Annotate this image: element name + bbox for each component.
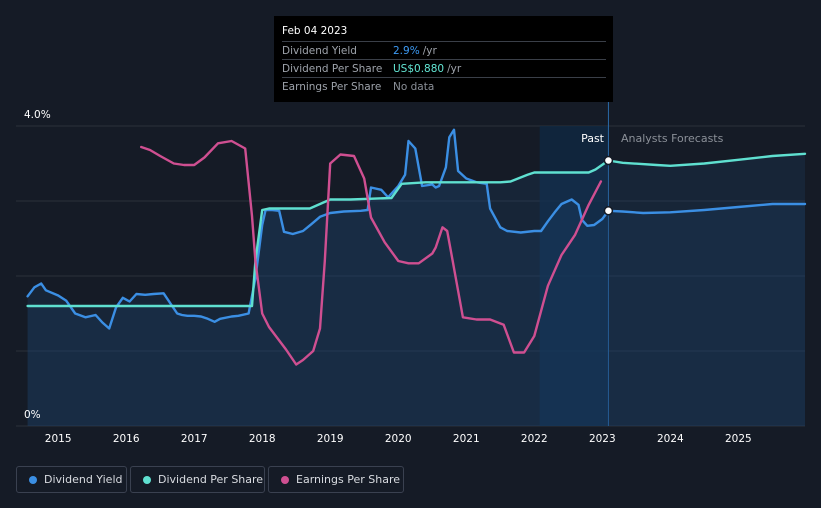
- tooltip-unit: /yr: [447, 63, 462, 75]
- legend-item-earnings-per-share[interactable]: Earnings Per Share: [268, 466, 404, 493]
- dividend-per-share-line: [26, 152, 807, 308]
- x-tick-label: 2025: [725, 433, 752, 445]
- tooltip-value: No data: [393, 81, 434, 93]
- past-label: Past: [581, 132, 605, 145]
- tooltip-row-earnings-per-share: Earnings Per Share No data: [282, 77, 606, 95]
- tooltip-label: Dividend Yield: [282, 45, 357, 57]
- x-tick-label: 2018: [249, 433, 276, 445]
- legend-item-dividend-per-share[interactable]: Dividend Per Share: [130, 466, 265, 493]
- legend-dot-icon: [143, 476, 151, 484]
- y-tick-bottom: 0%: [24, 409, 41, 421]
- x-tick-label: 2015: [45, 433, 72, 445]
- gridlines: [16, 125, 805, 427]
- legend-dot-icon: [29, 476, 37, 484]
- tooltip-value-text: 2.9%: [393, 45, 420, 57]
- tooltip-value: US$0.880/yr: [393, 63, 461, 75]
- x-tick-label: 2017: [181, 433, 208, 445]
- tooltip-row-dividend-per-share: Dividend Per Share US$0.880/yr: [282, 59, 606, 77]
- legend-label: Earnings Per Share: [296, 473, 401, 486]
- series-marker: [603, 206, 614, 216]
- x-axis-ticks: 2015 2016 2017 2018 2019 2020 2021 2022 2023 2024…: [45, 433, 752, 445]
- tooltip-value: 2.9%/yr: [393, 45, 437, 57]
- tooltip-date: Feb 04 2023: [282, 25, 348, 37]
- legend-label: Dividend Yield: [44, 473, 123, 486]
- legend-item-dividend-yield[interactable]: Dividend Yield: [16, 466, 127, 493]
- x-tick-label: 2020: [385, 433, 412, 445]
- dividend-per-share-area: [27, 153, 806, 427]
- dividend-yield-line: [26, 128, 807, 330]
- x-tick-label: 2024: [657, 433, 684, 445]
- tooltip-label: Earnings Per Share: [282, 81, 382, 93]
- hover-tooltip: Feb 04 2023 Dividend Yield 2.9%/yr Divid…: [274, 16, 613, 102]
- tooltip-value-text: US$0.880: [393, 63, 445, 75]
- tooltip-label: Dividend Per Share: [282, 63, 383, 75]
- legend-dot-icon: [281, 476, 289, 484]
- x-tick-label: 2016: [113, 433, 140, 445]
- series-marker: [603, 155, 614, 166]
- forecast-label: Analysts Forecasts: [621, 132, 724, 145]
- x-tick-label: 2019: [317, 433, 344, 445]
- tooltip-unit: /yr: [422, 45, 437, 57]
- x-tick-label: 2022: [521, 433, 548, 445]
- legend-label: Dividend Per Share: [158, 473, 264, 486]
- tooltip-value-text: No data: [393, 81, 435, 93]
- series-lines: [26, 128, 807, 366]
- x-tick-label: 2023: [589, 433, 616, 445]
- earnings-per-share-line: [140, 139, 603, 366]
- series-markers: [603, 155, 614, 216]
- y-tick-top: 4.0%: [24, 109, 51, 121]
- tooltip-row-dividend-yield: Dividend Yield 2.9%/yr: [282, 41, 606, 59]
- x-tick-label: 2021: [453, 433, 480, 445]
- dividend-yield-area: [27, 129, 806, 427]
- series-fills: [27, 129, 806, 427]
